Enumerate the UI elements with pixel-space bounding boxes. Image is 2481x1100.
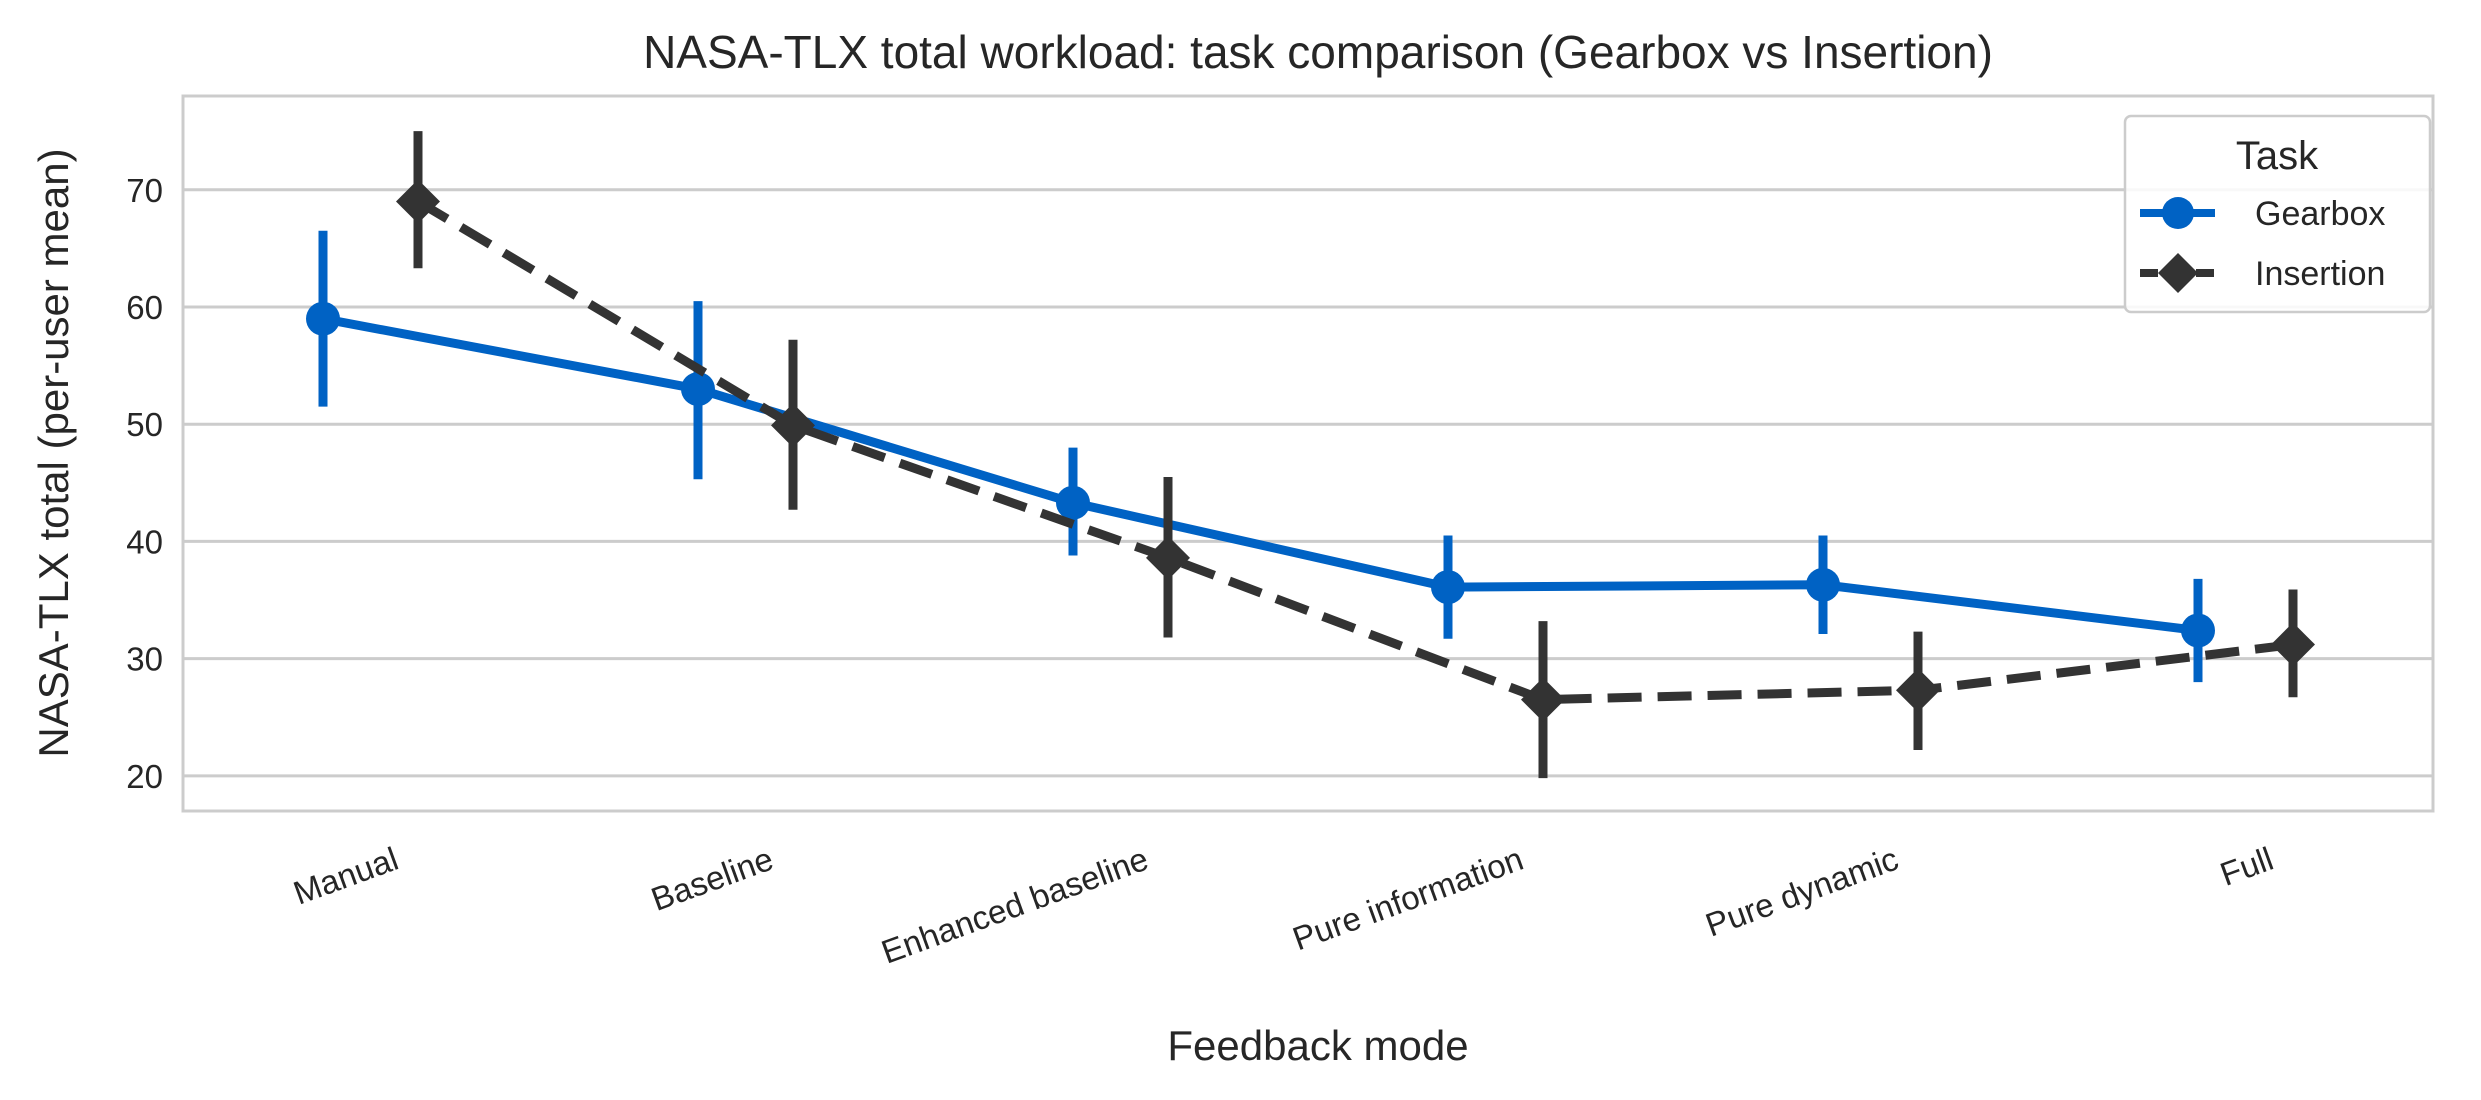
- plot-frame: [181, 94, 2435, 813]
- x-tick-label: Full: [2215, 840, 2278, 893]
- data-point: [2271, 622, 2315, 667]
- y-tick-label: 30: [126, 641, 163, 678]
- y-tick-label: 70: [126, 172, 163, 209]
- series-insertion: [396, 131, 2315, 779]
- chart-title: NASA-TLX total workload: task comparison…: [643, 26, 1993, 78]
- series-line: [415, 197, 2294, 705]
- x-axis-label: Feedback mode: [1167, 1022, 1468, 1069]
- legend: Task Gearbox Insertion: [2123, 114, 2432, 314]
- y-tick-label: 60: [126, 289, 163, 326]
- data-point: [1431, 570, 1465, 605]
- legend-marker: [2162, 197, 2194, 229]
- gridlines: [183, 188, 2433, 778]
- x-tick-label: Pure information: [1288, 840, 1528, 958]
- x-tick-label: Pure dynamic: [1701, 840, 1903, 944]
- y-axis-ticks: 20 30 40 50 60 70: [126, 172, 163, 795]
- legend-item-gearbox: Gearbox: [2140, 195, 2385, 233]
- data-point: [1896, 668, 1940, 713]
- x-axis-ticks: Manual Baseline Enhanced baseline Pure info…: [289, 840, 2278, 971]
- y-tick-label: 40: [126, 523, 163, 560]
- series-gearbox: [306, 230, 2215, 683]
- data-point: [1806, 567, 1840, 602]
- data-point: [1521, 677, 1565, 722]
- data-point: [681, 372, 715, 407]
- series-layer: [306, 131, 2315, 779]
- legend-label: Insertion: [2255, 255, 2385, 293]
- data-point: [1056, 485, 1090, 520]
- series-line: [322, 314, 2199, 635]
- legend-marker: [2158, 253, 2198, 293]
- data-point: [1146, 535, 1190, 580]
- legend-box: [2123, 114, 2432, 314]
- x-tick-label: Enhanced baseline: [876, 840, 1152, 971]
- x-tick-label: Manual: [289, 840, 403, 912]
- y-tick-label: 50: [126, 406, 163, 443]
- data-point: [771, 403, 815, 448]
- y-axis-label: NASA-TLX total (per-user mean): [30, 148, 77, 757]
- legend-item-insertion: Insertion: [2140, 253, 2385, 293]
- legend-items: Gearbox Insertion: [2140, 195, 2385, 293]
- x-tick-label: Baseline: [646, 840, 778, 918]
- data-point: [2181, 613, 2215, 648]
- data-point: [396, 179, 440, 224]
- legend-label: Gearbox: [2255, 195, 2385, 233]
- y-tick-label: 20: [126, 758, 163, 795]
- data-point: [306, 301, 340, 336]
- legend-title: Task: [2236, 134, 2319, 178]
